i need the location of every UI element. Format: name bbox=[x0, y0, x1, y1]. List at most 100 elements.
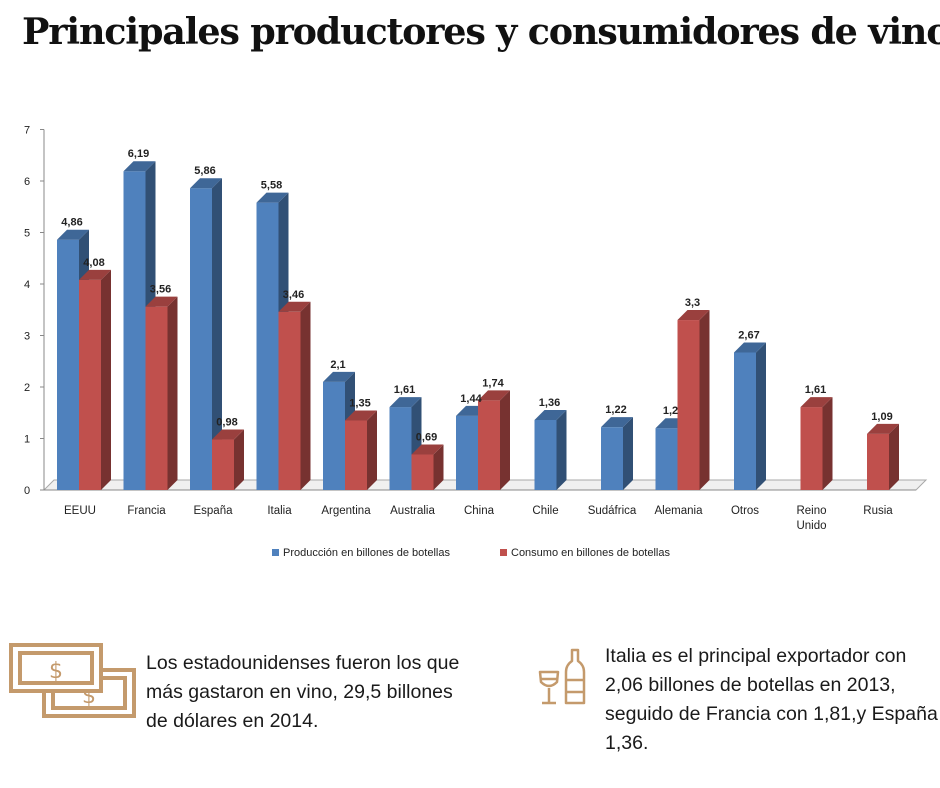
bar-produccion bbox=[190, 178, 222, 490]
x-tick-label-line: Reino bbox=[796, 505, 826, 517]
bar-side bbox=[699, 310, 710, 490]
bar-side bbox=[500, 390, 510, 490]
x-tick-label: Sudáfrica bbox=[588, 505, 637, 517]
bar-value-label: 5,86 bbox=[194, 165, 215, 177]
bar-front bbox=[57, 239, 79, 490]
bar-top bbox=[534, 409, 567, 420]
bar-side bbox=[822, 397, 833, 490]
x-tick-label: Otros bbox=[731, 505, 759, 517]
bar-consumo bbox=[478, 390, 510, 490]
bar-value-label: 3,46 bbox=[283, 289, 304, 301]
bar-front bbox=[677, 320, 700, 490]
bar-top bbox=[800, 397, 833, 408]
bar-front bbox=[655, 428, 678, 490]
chart-y-ticks: 0 1 2 3 4 5 6 7 bbox=[24, 125, 44, 497]
bar-side bbox=[756, 342, 766, 490]
bar-consumo bbox=[677, 310, 710, 490]
bar-chart: 4,86 4,08 6,19 3,56 5,86 0,98 5,58 3,46 2,1 1,35 1… bbox=[24, 125, 928, 559]
bar-value-label: 1,2 bbox=[663, 405, 678, 417]
svg-text:$: $ bbox=[49, 659, 63, 684]
legend-label: Consumo en billones de botellas bbox=[511, 547, 670, 559]
bar-value-label: 3,56 bbox=[150, 284, 171, 296]
bar-consumo bbox=[278, 301, 311, 490]
bar-side bbox=[212, 178, 222, 490]
bar-top bbox=[677, 310, 710, 321]
fact-exports-text: Italia es el principal exportador con 2,… bbox=[605, 645, 938, 754]
bar-top bbox=[145, 296, 178, 307]
bar-side bbox=[556, 409, 567, 490]
bar-side bbox=[623, 417, 633, 490]
bar-side bbox=[101, 269, 111, 490]
bar-top bbox=[256, 192, 289, 203]
fact-spending-text: Los estadounidenses fueron los que más g… bbox=[146, 652, 460, 732]
bar-front bbox=[534, 419, 557, 490]
bar-front bbox=[345, 420, 367, 490]
y-tick-label: 7 bbox=[24, 125, 30, 137]
bar-value-label: 1,36 bbox=[539, 397, 560, 409]
x-tick-label: EEUU bbox=[64, 505, 96, 517]
y-tick-label: 1 bbox=[24, 434, 30, 446]
bar-top bbox=[345, 410, 377, 421]
bar-front bbox=[734, 352, 756, 490]
bar-value-label: 1,09 bbox=[871, 411, 892, 423]
bar-side bbox=[367, 410, 377, 490]
bar-value-label: 4,86 bbox=[61, 217, 82, 229]
bar-produccion bbox=[534, 409, 567, 490]
bar-front bbox=[389, 407, 412, 490]
bar-value-label: 5,58 bbox=[261, 180, 282, 192]
chart-x-ticks: EEUU Francia España Italia Argentina Australi… bbox=[64, 505, 893, 532]
x-tick-label: Rusia bbox=[863, 505, 893, 517]
x-tick-label: Alemania bbox=[655, 505, 704, 517]
wine-glass-bottle-icon bbox=[538, 648, 586, 705]
bar-value-label: 1,61 bbox=[394, 384, 415, 396]
y-tick-label: 2 bbox=[24, 382, 30, 394]
bar-consumo bbox=[867, 423, 899, 490]
bar-value-label: 1,74 bbox=[482, 377, 504, 389]
bar-produccion bbox=[734, 342, 766, 490]
bar-top bbox=[389, 397, 422, 408]
bar-side bbox=[234, 429, 244, 490]
bar-front bbox=[456, 415, 478, 490]
page-title: Principales productores y consumidores d… bbox=[22, 10, 940, 53]
bar-front bbox=[800, 407, 823, 490]
bar-top bbox=[478, 390, 510, 401]
bar-top bbox=[734, 342, 766, 353]
bar-top bbox=[190, 178, 222, 189]
bar-top bbox=[601, 417, 633, 428]
bar-front bbox=[190, 188, 212, 490]
bar-top bbox=[867, 423, 899, 434]
bar-value-label: 4,08 bbox=[83, 257, 104, 269]
bar-consumo bbox=[212, 429, 244, 490]
bar-front bbox=[478, 400, 500, 490]
x-tick-label-line: Unido bbox=[796, 520, 826, 532]
bar-side bbox=[433, 444, 444, 490]
bar-top bbox=[79, 269, 111, 280]
bar-front bbox=[145, 306, 168, 490]
bar-top bbox=[278, 301, 311, 312]
bar-side bbox=[300, 301, 311, 490]
chart-bars bbox=[57, 161, 899, 490]
bar-consumo bbox=[145, 296, 178, 490]
bar-consumo bbox=[411, 444, 444, 490]
bar-top bbox=[323, 371, 355, 382]
x-tick-label: Australia bbox=[390, 505, 435, 517]
bar-value-label: 1,35 bbox=[349, 397, 370, 409]
bar-front bbox=[411, 454, 434, 490]
y-tick-label: 5 bbox=[24, 228, 30, 240]
bar-side bbox=[167, 296, 178, 490]
x-tick-label: Italia bbox=[267, 505, 292, 517]
bar-top bbox=[123, 161, 156, 172]
bar-front bbox=[867, 433, 889, 490]
bar-value-label: 2,1 bbox=[330, 359, 345, 371]
x-tick-label: China bbox=[464, 505, 495, 517]
bar-consumo bbox=[800, 397, 833, 490]
bar-produccion bbox=[601, 417, 633, 490]
bar-side bbox=[889, 423, 899, 490]
chart-data-labels: 4,86 4,08 6,19 3,56 5,86 0,98 5,58 3,46 2,1 1,35 1… bbox=[61, 148, 892, 443]
bar-front bbox=[79, 279, 101, 490]
bar-front bbox=[601, 427, 623, 490]
bar-value-label: 2,67 bbox=[738, 329, 759, 341]
bar-top bbox=[57, 229, 89, 240]
x-tick-label: Reino Unido bbox=[796, 505, 826, 532]
bar-value-label: 0,98 bbox=[216, 417, 237, 429]
